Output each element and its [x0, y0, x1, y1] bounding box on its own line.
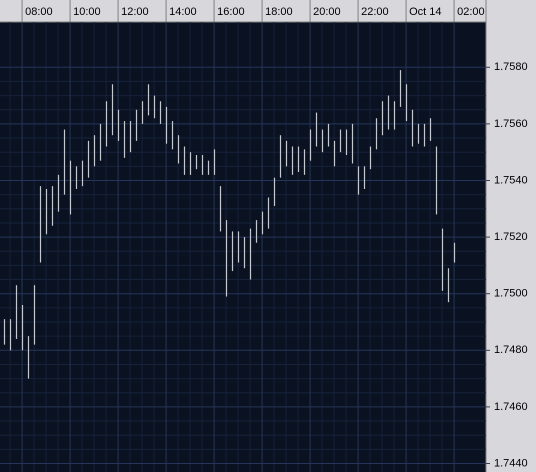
y-tick-label: 1.7520 [494, 231, 528, 243]
y-tick-label: 1.7540 [494, 174, 528, 186]
x-tick-label: 02:00 [457, 6, 485, 18]
x-tick-label: 18:00 [265, 6, 293, 18]
plot-area [0, 22, 486, 472]
y-tick-label: 1.7560 [494, 118, 528, 130]
y-tick-label: 1.7580 [494, 61, 528, 73]
x-tick-label: 20:00 [313, 6, 341, 18]
x-tick-label: 22:00 [361, 6, 389, 18]
x-tick-label: 14:00 [169, 6, 197, 18]
x-tick-label: 12:00 [121, 6, 149, 18]
x-tick-label: Oct 14 [409, 6, 441, 18]
y-tick-label: 1.7440 [494, 457, 528, 469]
y-tick-label: 1.7500 [494, 288, 528, 300]
x-tick-label: 10:00 [73, 6, 101, 18]
y-tick-label: 1.7480 [494, 344, 528, 356]
x-tick-label: 16:00 [217, 6, 245, 18]
y-tick-label: 1.7460 [494, 401, 528, 413]
x-tick-label: 08:00 [25, 6, 53, 18]
